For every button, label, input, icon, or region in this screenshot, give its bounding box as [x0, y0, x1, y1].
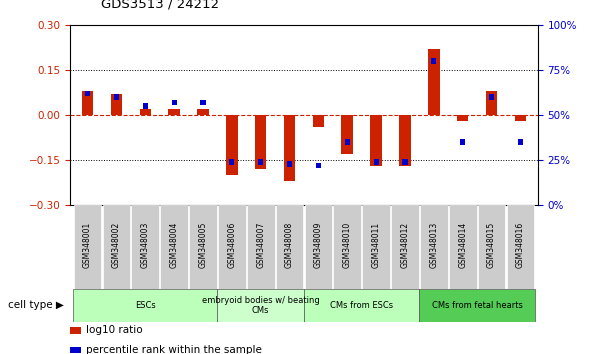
Bar [172, 100, 177, 105]
Bar [403, 159, 408, 165]
Text: ESCs: ESCs [135, 301, 156, 310]
Text: CMs from ESCs: CMs from ESCs [330, 301, 393, 310]
Bar [200, 100, 205, 105]
Text: GSM348016: GSM348016 [516, 222, 525, 268]
FancyBboxPatch shape [391, 205, 419, 289]
Bar [342, 115, 353, 154]
FancyBboxPatch shape [160, 205, 188, 289]
Bar [139, 109, 151, 115]
FancyBboxPatch shape [131, 205, 159, 289]
Bar [197, 109, 209, 115]
Text: GSM348012: GSM348012 [400, 222, 409, 268]
Text: GDS3513 / 24212: GDS3513 / 24212 [101, 0, 219, 11]
Text: cell type ▶: cell type ▶ [9, 300, 64, 310]
Bar [518, 139, 523, 145]
Text: GSM348010: GSM348010 [343, 222, 352, 268]
Text: embryoid bodies w/ beating
CMs: embryoid bodies w/ beating CMs [202, 296, 320, 315]
Bar [514, 115, 526, 121]
Bar [489, 94, 494, 100]
FancyBboxPatch shape [218, 289, 304, 322]
Bar [284, 115, 295, 181]
Bar [428, 49, 439, 115]
Bar [457, 115, 469, 121]
FancyBboxPatch shape [478, 205, 505, 289]
Text: percentile rank within the sample: percentile rank within the sample [86, 345, 262, 354]
Bar [486, 91, 497, 115]
FancyBboxPatch shape [419, 289, 535, 322]
FancyBboxPatch shape [189, 205, 217, 289]
FancyBboxPatch shape [304, 205, 332, 289]
Text: CMs from fetal hearts: CMs from fetal hearts [431, 301, 522, 310]
FancyBboxPatch shape [103, 205, 130, 289]
Bar [460, 139, 465, 145]
Text: GSM348006: GSM348006 [227, 222, 236, 268]
Bar [82, 91, 93, 115]
Bar [114, 94, 119, 100]
Bar [169, 109, 180, 115]
Bar [345, 139, 350, 145]
Bar [316, 163, 321, 168]
Text: GSM348007: GSM348007 [256, 222, 265, 268]
Bar [85, 91, 90, 96]
Text: GSM348014: GSM348014 [458, 222, 467, 268]
Bar [226, 115, 238, 175]
Text: GSM348003: GSM348003 [141, 222, 150, 268]
Bar [258, 159, 263, 165]
Text: GSM348011: GSM348011 [371, 222, 381, 268]
Text: GSM348009: GSM348009 [314, 222, 323, 268]
Bar [431, 58, 436, 64]
Bar [229, 159, 235, 165]
FancyBboxPatch shape [507, 205, 534, 289]
Bar [143, 103, 148, 109]
Text: GSM348001: GSM348001 [83, 222, 92, 268]
Text: GSM348005: GSM348005 [199, 222, 208, 268]
FancyBboxPatch shape [218, 205, 246, 289]
FancyBboxPatch shape [247, 205, 274, 289]
FancyBboxPatch shape [304, 289, 419, 322]
FancyBboxPatch shape [276, 205, 304, 289]
Bar [255, 115, 266, 169]
FancyBboxPatch shape [334, 205, 361, 289]
FancyBboxPatch shape [73, 289, 218, 322]
FancyBboxPatch shape [449, 205, 477, 289]
Text: GSM348004: GSM348004 [170, 222, 178, 268]
Bar [313, 115, 324, 127]
Bar [399, 115, 411, 166]
Bar [373, 159, 379, 165]
Text: GSM348002: GSM348002 [112, 222, 121, 268]
FancyBboxPatch shape [74, 205, 101, 289]
Bar [111, 94, 122, 115]
Text: GSM348008: GSM348008 [285, 222, 294, 268]
FancyBboxPatch shape [420, 205, 448, 289]
Text: GSM348013: GSM348013 [430, 222, 438, 268]
FancyBboxPatch shape [362, 205, 390, 289]
Bar [370, 115, 382, 166]
Bar [287, 161, 292, 166]
Text: log10 ratio: log10 ratio [86, 325, 142, 335]
Text: GSM348015: GSM348015 [487, 222, 496, 268]
